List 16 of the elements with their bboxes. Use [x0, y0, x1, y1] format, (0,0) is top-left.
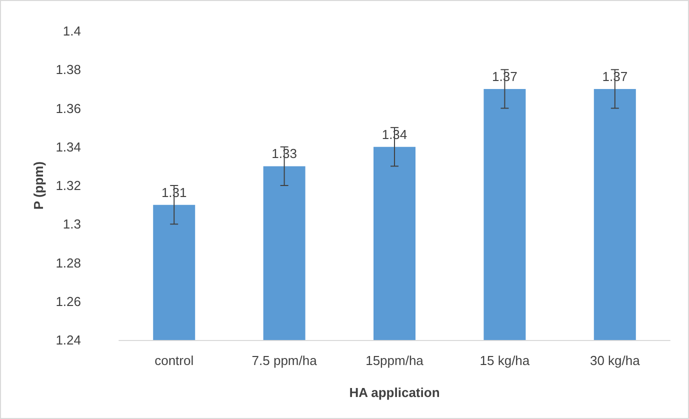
y-tick-label: 1.4	[62, 24, 81, 38]
y-tick-label: 1.3	[62, 216, 81, 232]
y-tick-label: 1.38	[56, 62, 81, 78]
x-axis-title: HA application	[349, 385, 440, 400]
x-tick-label: control	[154, 353, 194, 368]
x-tick-label: 30 kg/ha	[590, 353, 641, 368]
y-tick-label: 1.34	[56, 139, 81, 154]
y-tick-label: 1.32	[56, 178, 81, 193]
y-axis-title: P (ppm)	[30, 161, 46, 210]
y-tick-label: 1.28	[56, 255, 81, 270]
y-tick-label: 1.26	[56, 294, 81, 309]
x-tick-label: 15 kg/ha	[480, 353, 530, 368]
x-tick-label: 15ppm/ha	[366, 353, 424, 368]
y-tick-label: 1.24	[56, 332, 81, 348]
x-tick-label: 7.5 ppm/ha	[252, 353, 318, 368]
y-tick-label: 1.36	[56, 100, 81, 116]
